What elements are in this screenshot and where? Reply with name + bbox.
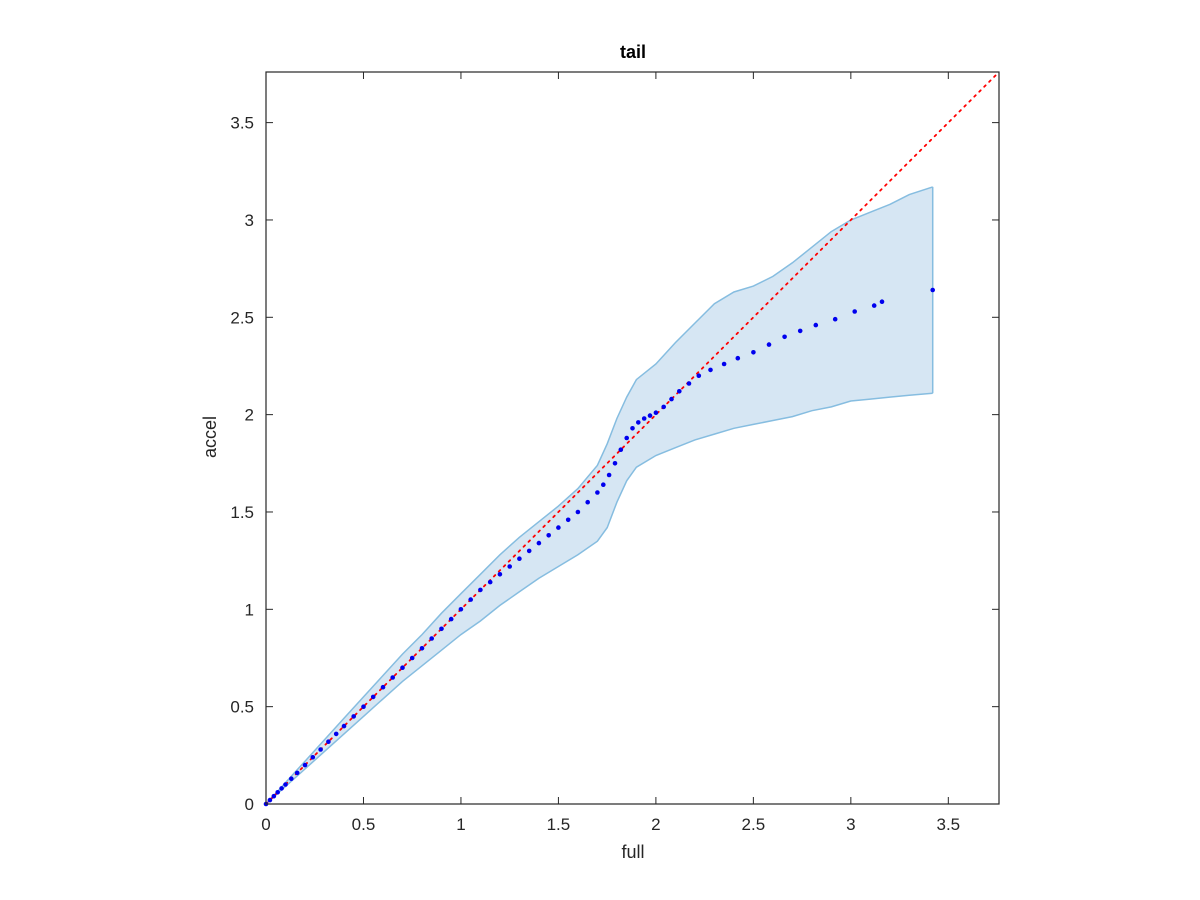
data-point [782, 334, 787, 340]
data-points-layer [263, 287, 935, 807]
data-point [390, 675, 396, 680]
data-point [879, 299, 885, 305]
x-tick-label: 0 [261, 815, 270, 834]
data-point [595, 490, 600, 495]
x-tick-label: 3.5 [936, 815, 960, 834]
data-point [333, 731, 339, 737]
x-tick-label: 1.5 [547, 815, 571, 834]
ticks-layer: 0 0.5 1 1.5 2 2.5 3 3.5 0 0.5 1 1.5 2 2.5 3 3.5 [230, 72, 999, 834]
data-point [618, 447, 624, 453]
data-point [526, 548, 532, 554]
data-point [429, 636, 435, 641]
data-point [341, 723, 347, 729]
data-point [636, 420, 641, 425]
data-point [766, 342, 772, 347]
data-point [871, 303, 877, 308]
data-point [419, 646, 425, 651]
data-point [751, 350, 756, 355]
band-fill [266, 186, 933, 804]
data-point [832, 316, 838, 322]
data-point [283, 782, 288, 787]
data-point [458, 607, 464, 612]
data-point [275, 790, 281, 795]
data-point [661, 404, 666, 410]
data-point [351, 714, 357, 719]
x-tick-label: 2 [651, 815, 660, 834]
data-point [326, 739, 331, 744]
data-point [630, 426, 635, 431]
data-point [517, 556, 522, 561]
data-point [696, 373, 702, 379]
data-point [647, 413, 653, 418]
data-point [302, 762, 308, 768]
reference-line [265, 71, 1000, 805]
data-point [930, 287, 935, 293]
x-tick-label: 3 [846, 815, 855, 834]
data-point [310, 755, 316, 760]
data-point [686, 381, 692, 386]
y-axis-label: accel [200, 416, 220, 458]
data-point [797, 328, 803, 334]
data-point [606, 472, 612, 478]
data-point [708, 367, 713, 373]
axes-box [265, 71, 1000, 805]
data-point [575, 509, 581, 515]
data-point [653, 410, 659, 416]
band-lower-edge [265, 392, 933, 805]
data-point [601, 482, 606, 488]
data-point [267, 797, 273, 803]
data-point [380, 684, 386, 690]
data-point [448, 616, 454, 622]
confidence-band-layer [265, 186, 934, 805]
y-tick-label: 1.5 [230, 503, 254, 522]
data-point [641, 416, 647, 421]
data-point [507, 564, 512, 569]
data-point [279, 786, 284, 791]
y-tick-label: 1 [245, 600, 254, 619]
data-point [612, 461, 618, 466]
data-point [361, 704, 366, 709]
data-point [439, 626, 444, 632]
x-tick-label: 1 [456, 815, 465, 834]
x-tick-label: 2.5 [742, 815, 766, 834]
data-point [400, 665, 405, 670]
x-tick-label: 0.5 [352, 815, 376, 834]
data-point [813, 322, 819, 328]
data-point [565, 517, 571, 523]
data-point [497, 572, 503, 577]
y-tick-label: 2 [245, 406, 254, 425]
data-point [487, 579, 493, 585]
data-point [852, 309, 857, 314]
reference-line-layer [265, 71, 1000, 805]
data-point [556, 525, 561, 530]
data-point [546, 533, 551, 538]
data-point [294, 770, 300, 776]
y-tick-label: 0.5 [230, 698, 254, 717]
data-point [735, 355, 741, 361]
y-tick-label: 2.5 [230, 308, 254, 327]
data-point [536, 540, 542, 546]
data-point [468, 597, 474, 602]
data-point [721, 361, 727, 367]
band-upper-edge [265, 186, 933, 805]
data-point [370, 694, 376, 700]
data-point [271, 793, 277, 799]
y-tick-label: 3.5 [230, 114, 254, 133]
data-point [478, 587, 483, 593]
chart-title: tail [620, 42, 646, 62]
data-point [585, 499, 590, 505]
data-point [318, 747, 323, 752]
x-axis-label: full [621, 842, 644, 862]
y-tick-label: 0 [245, 795, 254, 814]
data-point [669, 396, 674, 402]
y-tick-label: 3 [245, 211, 254, 230]
data-point [289, 776, 294, 781]
data-point [409, 655, 415, 661]
data-point [624, 435, 629, 441]
data-point [677, 389, 682, 394]
